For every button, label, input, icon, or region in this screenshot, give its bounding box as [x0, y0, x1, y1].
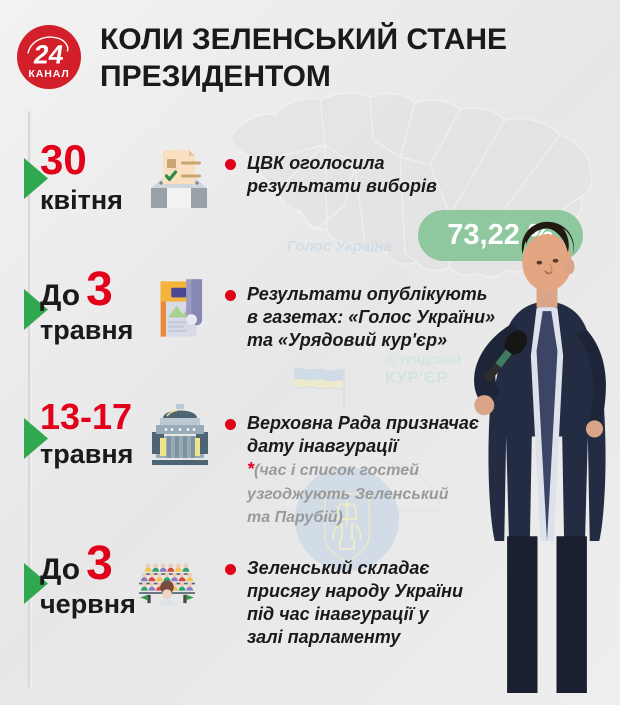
svg-text:КАНАЛ: КАНАЛ	[28, 68, 69, 80]
svg-text:24: 24	[32, 40, 66, 70]
